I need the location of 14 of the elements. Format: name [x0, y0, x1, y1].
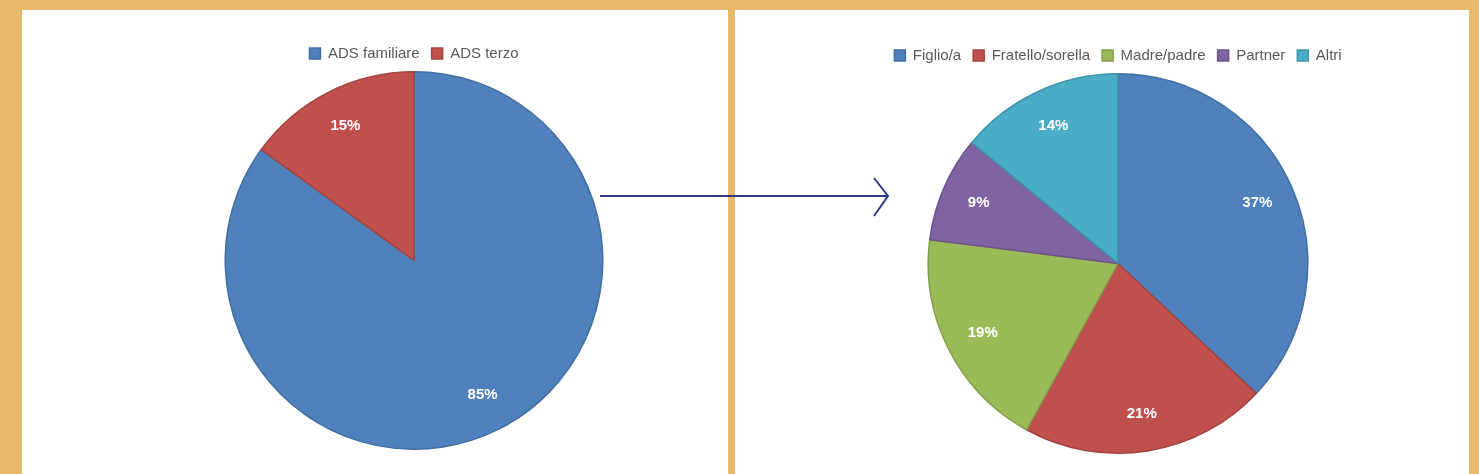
legend-label: Figlio/a — [912, 45, 962, 63]
data-label: 37% — [1242, 193, 1273, 211]
legend-label: Partner — [1236, 45, 1286, 63]
data-label: 85% — [467, 385, 498, 403]
legend-label: Fratello/sorella — [991, 45, 1091, 63]
data-label: 21% — [1126, 403, 1157, 421]
legend-label: Madre/padre — [1120, 45, 1206, 63]
data-label: 15% — [330, 116, 361, 134]
legend-label: ADS familiare — [327, 43, 420, 61]
legend-label: ADS terzo — [450, 43, 519, 61]
data-label: 19% — [967, 322, 998, 340]
legend-label: Altri — [1315, 45, 1342, 63]
data-label: 9% — [967, 193, 990, 211]
data-label: 14% — [1038, 116, 1069, 134]
